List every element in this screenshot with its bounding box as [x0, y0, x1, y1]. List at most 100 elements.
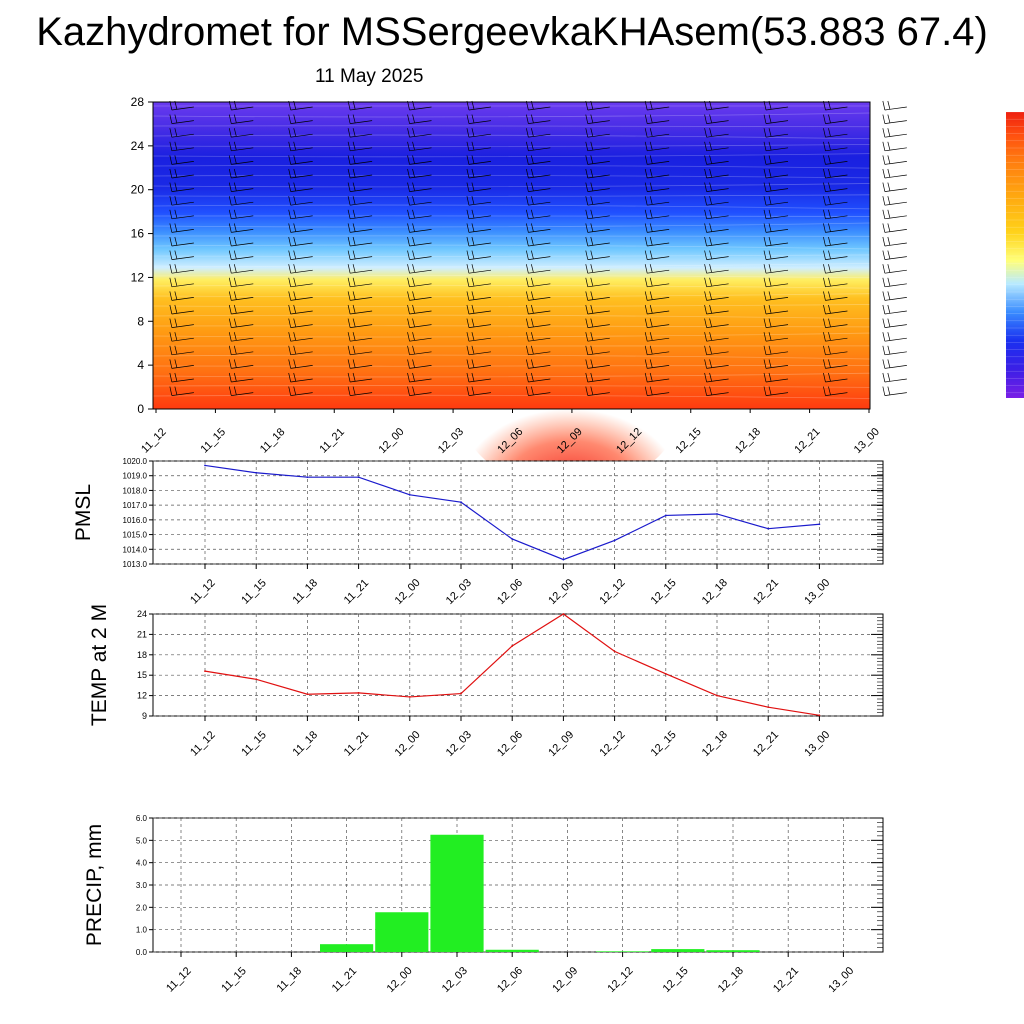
wind-barb-staff	[647, 365, 670, 369]
wind-barb-staff	[765, 120, 789, 124]
wind-barb-flag	[174, 264, 178, 273]
wind-barb-staff	[765, 215, 789, 220]
wind-barb-flag	[288, 155, 292, 165]
wind-barb-flag	[649, 114, 653, 123]
wind-barb-flag	[709, 291, 712, 300]
wind-barb	[704, 114, 729, 124]
wind-barb-staff	[884, 269, 907, 274]
heatmap-contour	[152, 304, 871, 307]
wind-barb	[347, 386, 373, 396]
wind-barb-flag	[233, 100, 237, 110]
wind-barb-staff	[706, 201, 729, 206]
wind-barb-staff	[171, 269, 194, 274]
wind-barb	[347, 236, 373, 247]
wind-barb-staff	[884, 161, 907, 165]
wind-barb-flag	[471, 359, 475, 368]
temp-xtick-label: 12_09	[546, 729, 576, 759]
wind-barb-staff	[171, 365, 194, 369]
wind-barb-flag	[233, 209, 237, 218]
wind-barb	[288, 345, 313, 356]
wind-barb	[169, 155, 194, 165]
wind-barb-flag	[590, 277, 594, 286]
wind-barb-flag	[174, 182, 178, 191]
wind-barb-flag	[526, 196, 529, 206]
wind-barb-flag	[882, 100, 886, 111]
temp-point	[716, 694, 718, 697]
wind-barb	[763, 304, 789, 315]
wind-barb-flag	[407, 359, 410, 369]
wind-barb	[407, 182, 432, 192]
wind-barb-flag	[763, 100, 767, 111]
wind-barb-staff	[290, 188, 313, 192]
wind-barb-staff	[706, 133, 729, 138]
wind-barb-flag	[590, 209, 594, 218]
wind-barb-flag	[466, 236, 470, 247]
wind-barb	[526, 196, 551, 206]
wind-barb	[526, 168, 551, 179]
wind-barb-flag	[709, 359, 712, 368]
wind-barb-staff	[350, 269, 373, 274]
wind-barb	[763, 196, 789, 206]
wind-barb-staff	[587, 351, 610, 356]
wind-barb-flag	[288, 332, 292, 342]
wind-barb-staff	[290, 310, 313, 315]
wind-barb-staff	[231, 161, 254, 165]
pmsl-point	[306, 476, 309, 479]
wind-barb	[526, 345, 551, 356]
wind-barb-staff	[706, 392, 729, 396]
wind-barb	[169, 264, 194, 274]
wind-barb-flag	[407, 168, 410, 179]
wind-barb-staff	[587, 215, 610, 220]
precip-xtick-label: 11_18	[275, 965, 305, 995]
wind-barb-flag	[590, 128, 594, 137]
wind-barb	[228, 318, 254, 328]
wind-barb-flag	[768, 345, 772, 354]
wind-barb	[347, 128, 373, 138]
wind-barb-flag	[526, 168, 529, 179]
temp-point	[460, 692, 462, 695]
wind-barb-staff	[884, 324, 907, 328]
wind-barb-staff	[765, 351, 789, 356]
wind-barb	[466, 332, 491, 342]
heatmap-ytick-label: 8	[137, 314, 144, 328]
wind-barb-staff	[468, 120, 491, 124]
wind-barb-flag	[347, 141, 351, 151]
wind-barb	[823, 291, 848, 301]
wind-barb	[644, 304, 670, 315]
wind-barb-staff	[765, 297, 789, 301]
wind-barb-flag	[471, 114, 475, 123]
wind-barb	[407, 386, 432, 396]
wind-barb-flag	[169, 386, 173, 396]
wind-barb-flag	[228, 114, 232, 124]
wind-barb-flag	[466, 209, 470, 219]
wind-barb	[407, 318, 432, 328]
wind-barb-staff	[528, 229, 551, 233]
wind-barb-staff	[647, 161, 670, 165]
wind-barb-staff	[290, 392, 313, 396]
wind-barb-flag	[590, 236, 594, 246]
wind-barb	[823, 304, 848, 315]
wind-barb-flag	[887, 386, 891, 395]
wind-barb-staff	[587, 256, 610, 260]
wind-barb-staff	[468, 133, 491, 138]
wind-barb-staff	[528, 378, 551, 383]
wind-barb-flag	[887, 223, 891, 232]
wind-barb-flag	[471, 182, 475, 191]
wind-barb-staff	[171, 283, 194, 288]
wind-barb-flag	[531, 372, 534, 382]
wind-barb-staff	[884, 283, 907, 288]
wind-barb	[466, 196, 491, 206]
wind-barb-staff	[825, 147, 848, 152]
wind-barb-flag	[233, 128, 237, 137]
heatmap-contour	[152, 194, 871, 197]
wind-barb	[407, 100, 432, 111]
wind-barb-staff	[884, 106, 907, 111]
wind-barb	[763, 345, 789, 356]
temp-ytick-label: 12	[137, 691, 147, 701]
pmsl-ytick-label: 1020.0	[123, 457, 148, 466]
wind-barb	[704, 372, 729, 383]
wind-barb-flag	[882, 359, 886, 369]
wind-barb-flag	[526, 332, 529, 342]
wind-barb	[585, 372, 610, 383]
wind-barb-flag	[412, 236, 415, 246]
